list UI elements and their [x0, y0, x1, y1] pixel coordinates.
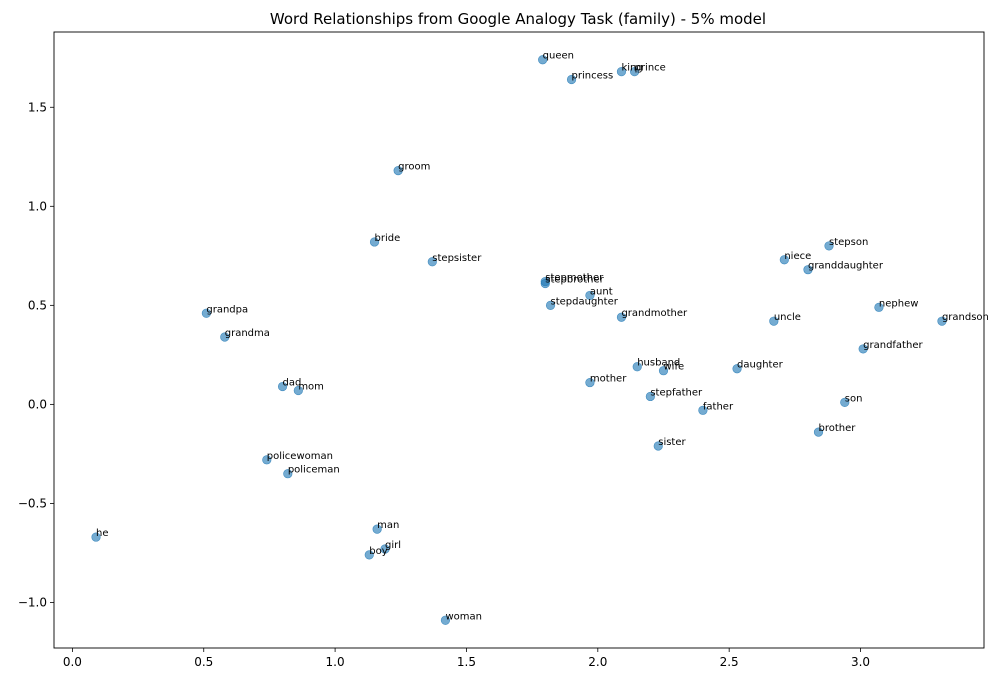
point-brother [813, 427, 824, 437]
point-label-king: king [621, 63, 642, 74]
x-axis: 0.0 0.5 1.0 1.5 2.0 2.5 3.0 [63, 648, 870, 669]
point-he [91, 532, 101, 542]
point-label-woman: woman [445, 611, 482, 622]
point-label-he: he [96, 528, 109, 539]
point-label-mom: mom [298, 382, 324, 393]
point-grandpa [201, 308, 211, 318]
x-tick-label: 0.0 [63, 655, 82, 669]
point-label-policewoman: policewoman [267, 451, 333, 462]
y-tick-label: 1.5 [28, 100, 47, 114]
y-tick-label: −1.0 [18, 595, 47, 609]
plot-frame [53, 31, 985, 649]
point-stepbrother [540, 278, 550, 289]
point-label-sister: sister [658, 437, 686, 448]
point-king [616, 67, 627, 77]
point-stepson [824, 241, 834, 251]
point-grandma [220, 332, 230, 342]
point-label-dad: dad [283, 378, 302, 389]
point-bride [369, 237, 380, 247]
x-tick-label: 2.5 [720, 655, 739, 669]
point-label-grandfather: grandfather [863, 340, 923, 351]
point-label-uncle: uncle [774, 312, 801, 323]
point-uncle [769, 316, 779, 326]
point-label-stepfather: stepfather [650, 387, 703, 398]
point-boy [364, 550, 374, 560]
point-label-son: son [845, 393, 863, 404]
point-son [840, 397, 850, 407]
y-tick-label: 0.0 [28, 397, 47, 411]
point-label-husband: husband [637, 358, 680, 369]
point-dad [277, 381, 288, 392]
point-label-daughter: daughter [737, 360, 784, 371]
point-stepdaughter [545, 300, 556, 310]
point-label-princess: princess [572, 71, 614, 82]
point-label-policeman: policeman [288, 465, 340, 476]
x-tick-label: 3.0 [851, 655, 870, 669]
point-groom [393, 166, 403, 176]
point-label-stepsister: stepsister [432, 253, 482, 264]
point-label-grandpa: grandpa [206, 304, 248, 315]
point-label-bride: bride [375, 233, 401, 244]
point-grandmother [616, 312, 627, 322]
point-label-aunt: aunt [590, 286, 613, 297]
point-label-mother: mother [590, 374, 627, 385]
y-tick-label: −0.5 [18, 496, 47, 510]
point-mom [293, 385, 303, 396]
point-policeman [283, 469, 293, 479]
point-label-groom: groom [398, 162, 430, 173]
point-label-grandmother: grandmother [621, 308, 688, 319]
point-husband [632, 362, 642, 372]
point-label-man: man [377, 520, 399, 531]
point-label-boy: boy [369, 546, 387, 557]
point-label-stepmother: stepmother [545, 273, 604, 284]
point-label-queen: queen [543, 51, 574, 62]
point-niece [779, 255, 789, 265]
point-label-wife: wife [663, 362, 684, 373]
y-axis: −1.0 −0.5 0.0 0.5 1.0 1.5 [18, 100, 54, 609]
point-sister [653, 441, 663, 451]
point-grandfather [858, 344, 868, 354]
point-girl [380, 544, 390, 554]
point-princess [566, 74, 577, 85]
y-tick-label: 0.5 [28, 298, 47, 312]
point-label-prince: prince [635, 63, 666, 74]
points-layer [91, 55, 947, 625]
point-prince [629, 67, 640, 77]
point-grandson [937, 316, 947, 326]
point-label-granddaughter: granddaughter [808, 261, 884, 272]
point-stepfather [645, 391, 655, 402]
point-daughter [732, 364, 742, 374]
point-nephew [874, 302, 884, 312]
point-father [698, 405, 708, 415]
point-label-father: father [703, 401, 734, 412]
point-wife [658, 366, 669, 376]
point-policewoman [262, 455, 272, 465]
point-label-stepbrother: stepbrother [545, 275, 604, 286]
point-queen [538, 55, 548, 65]
point-label-stepdaughter: stepdaughter [551, 296, 619, 307]
x-tick-label: 1.5 [457, 655, 476, 669]
point-aunt [585, 290, 595, 301]
point-label-nephew: nephew [879, 298, 919, 309]
x-tick-label: 0.5 [194, 655, 213, 669]
point-label-brother: brother [818, 423, 856, 434]
point-label-grandma: grandma [225, 328, 270, 339]
point-granddaughter [803, 265, 813, 275]
point-mother [585, 377, 595, 388]
point-label-girl: girl [385, 540, 401, 551]
point-label-grandson: grandson [942, 312, 989, 323]
chart-title: Word Relationships from Google Analogy T… [270, 10, 766, 28]
x-tick-label: 1.0 [326, 655, 345, 669]
x-tick-label: 2.0 [588, 655, 607, 669]
y-tick-label: 1.0 [28, 199, 47, 213]
point-label-stepson: stepson [829, 237, 868, 248]
point-label-niece: niece [784, 251, 811, 262]
point-man [372, 524, 382, 534]
point-woman [440, 615, 451, 625]
point-stepsister [427, 257, 437, 267]
